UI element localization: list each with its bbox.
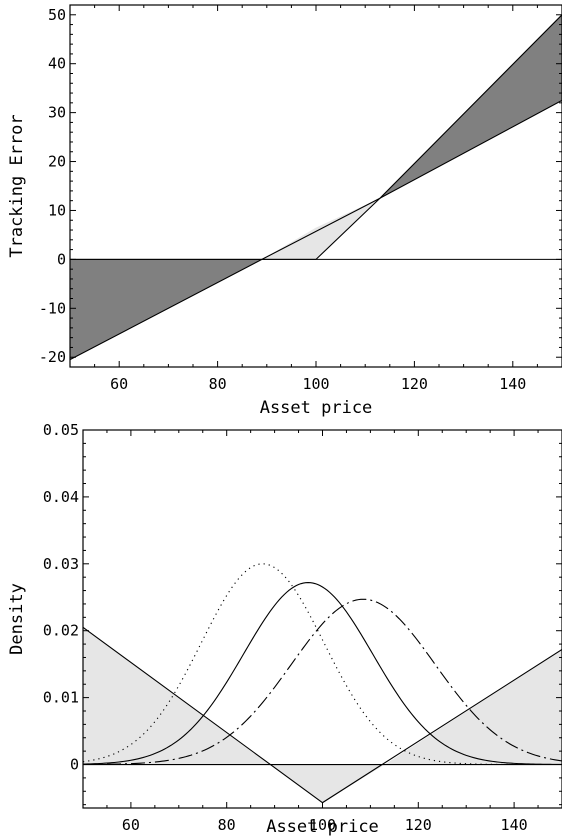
x-tick-label: 100	[302, 375, 329, 393]
y-tick-label: 0.03	[43, 555, 79, 573]
y-tick-label: 0.02	[43, 622, 79, 640]
x-tick-label: 60	[110, 375, 128, 393]
x-tick-label: 140	[499, 375, 526, 393]
series-line	[82, 563, 562, 766]
x-tick-label: 100	[309, 816, 336, 834]
y-tick-label: 0	[70, 756, 79, 774]
y-tick-label: 0.01	[43, 689, 79, 707]
y-tick-label: 20	[48, 153, 66, 171]
x-tick-label: 120	[401, 375, 428, 393]
density-panel: 60 80 100 120 140 0 0.01 0.02 0.03 0.04 0.05 Asset …	[7, 421, 562, 837]
series-line	[82, 581, 562, 765]
tracking-error-panel: 60 80 100 120 140 -20 -10 0 10 20 30 40 50 Asset pric…	[7, 4, 562, 418]
y-tick-label: 50	[48, 6, 66, 24]
y-tick-label: 10	[48, 201, 66, 219]
shaded-region	[83, 627, 562, 803]
y-tick-label: 0	[57, 250, 66, 268]
x-tick-label: 140	[501, 816, 528, 834]
series-line	[82, 598, 562, 765]
y-tick-label: 30	[48, 104, 66, 122]
x-axis-title: Asset price	[266, 817, 379, 837]
y-tick-label: -20	[39, 348, 66, 366]
x-tick-label: 120	[405, 816, 432, 834]
y-axis-title: Tracking Error	[7, 114, 27, 257]
y-tick-label: 0.04	[43, 488, 79, 506]
series-line	[70, 14, 562, 260]
x-tick-label: 60	[122, 816, 140, 834]
y-tick-label: 0.05	[43, 421, 79, 439]
y-axis-title: Density	[7, 583, 27, 655]
y-tick-label: 40	[48, 55, 66, 73]
x-tick-label: 80	[209, 375, 227, 393]
x-tick-label: 80	[218, 816, 236, 834]
y-tick-label: -10	[39, 299, 66, 317]
series-line	[69, 99, 562, 361]
x-axis-title: Asset price	[260, 398, 373, 418]
